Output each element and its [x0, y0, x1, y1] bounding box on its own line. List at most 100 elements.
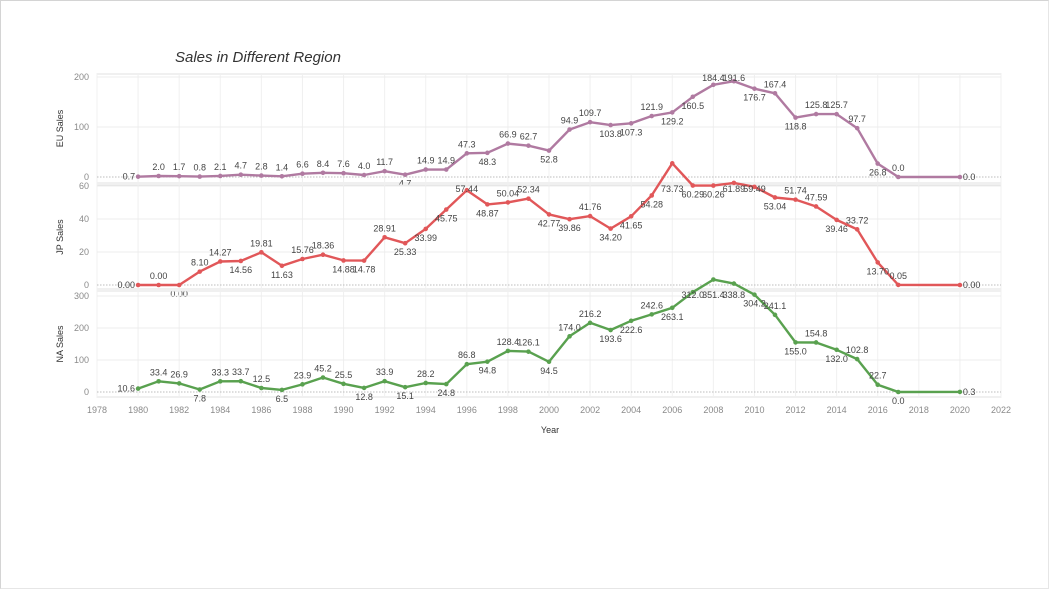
data-point	[711, 277, 716, 282]
data-label: 57.44	[456, 184, 479, 194]
data-label: 28.2	[417, 369, 435, 379]
y-tick-label: 100	[74, 122, 89, 132]
data-point	[854, 227, 860, 232]
data-point	[279, 387, 285, 393]
y-tick-label: 60	[79, 181, 89, 191]
data-point	[875, 161, 881, 166]
data-label: 41.76	[579, 202, 602, 212]
data-point	[259, 385, 264, 391]
data-point	[628, 318, 634, 324]
x-tick-label: 2012	[786, 405, 806, 415]
data-point	[300, 171, 305, 176]
data-point	[176, 381, 182, 386]
data-label: 24.8	[438, 388, 456, 398]
data-label: 13.70	[866, 266, 889, 276]
y-tick-label: 40	[79, 214, 89, 224]
x-tick-label: 2000	[539, 405, 559, 415]
data-label: 160.5	[682, 101, 705, 111]
data-label: 109.7	[579, 108, 602, 118]
data-point	[793, 197, 798, 202]
data-point	[526, 349, 531, 354]
data-point	[135, 386, 141, 391]
data-point	[505, 141, 511, 146]
data-label: 6.6	[296, 160, 309, 170]
y-tick-label: 0	[84, 387, 89, 397]
x-tick-label: 1980	[128, 405, 148, 415]
data-label: 129.2	[661, 116, 684, 126]
data-point	[854, 356, 860, 362]
x-tick-label: 1984	[210, 405, 230, 415]
data-label: 242.6	[640, 300, 663, 310]
x-tick-label: 1988	[292, 405, 312, 415]
data-point	[567, 334, 572, 339]
data-label: 107.3	[620, 127, 643, 137]
data-label: 15.76	[291, 245, 314, 255]
data-label: 12.5	[253, 374, 271, 384]
data-label: 0.05	[890, 271, 908, 281]
x-tick-label: 2010	[744, 405, 764, 415]
data-point	[382, 168, 387, 174]
data-point	[505, 200, 511, 205]
data-label: 62.7	[520, 132, 538, 142]
data-point	[402, 172, 408, 177]
x-tick-label: 1994	[416, 405, 436, 415]
data-label: 54.28	[640, 199, 663, 209]
data-label: 26.9	[170, 369, 188, 379]
data-label: 11.7	[376, 157, 393, 167]
data-label: 15.1	[396, 391, 414, 401]
data-label: 102.8	[846, 345, 869, 355]
y-axis-title: EU Sales	[55, 109, 65, 147]
data-label: 12.8	[355, 392, 373, 402]
data-point	[156, 282, 161, 288]
data-label: 14.9	[438, 156, 456, 166]
data-point	[176, 173, 182, 179]
data-label: 222.6	[620, 325, 643, 335]
data-point	[505, 348, 511, 354]
data-label: 59.49	[743, 184, 766, 194]
data-point	[443, 207, 449, 212]
data-point	[197, 387, 203, 392]
data-label: 39.86	[558, 223, 581, 233]
data-point	[587, 320, 593, 326]
data-point	[485, 202, 490, 207]
data-point	[423, 226, 429, 232]
data-point	[423, 167, 429, 172]
data-label: 8.10	[191, 258, 209, 268]
data-point	[361, 258, 367, 263]
data-label: 14.27	[209, 247, 232, 257]
data-label: 25.33	[394, 247, 417, 257]
data-label: 351.4	[702, 290, 725, 300]
x-tick-label: 2014	[827, 405, 847, 415]
data-label: 14.56	[230, 265, 253, 275]
data-label: 0.00	[118, 280, 136, 290]
data-label: 23.9	[294, 370, 312, 380]
data-label: 0.0	[892, 163, 905, 173]
data-point	[628, 213, 634, 219]
data-label: 155.0	[784, 346, 807, 356]
data-label: 60.29	[682, 190, 705, 200]
data-label: 0.0	[963, 172, 976, 182]
data-point	[197, 174, 203, 179]
data-label: 125.8	[805, 100, 828, 110]
data-point	[238, 258, 244, 264]
data-label: 1.7	[173, 162, 186, 172]
data-point	[875, 260, 881, 265]
data-label: 263.1	[661, 312, 684, 322]
data-point	[608, 327, 613, 333]
data-point	[752, 292, 757, 297]
data-point	[772, 91, 778, 96]
data-point	[875, 382, 881, 388]
data-point	[957, 174, 963, 180]
data-point	[957, 282, 963, 288]
data-label: 39.46	[825, 224, 848, 234]
x-tick-label: 2016	[868, 405, 888, 415]
data-label: 0.00	[963, 280, 981, 290]
data-label: 176.7	[743, 93, 766, 103]
data-label: 0.7	[123, 172, 136, 182]
data-label: 4.7	[235, 161, 248, 171]
data-label: 34.20	[599, 233, 622, 243]
data-label: 97.7	[848, 114, 866, 124]
data-point	[711, 82, 716, 88]
data-point	[546, 212, 552, 217]
